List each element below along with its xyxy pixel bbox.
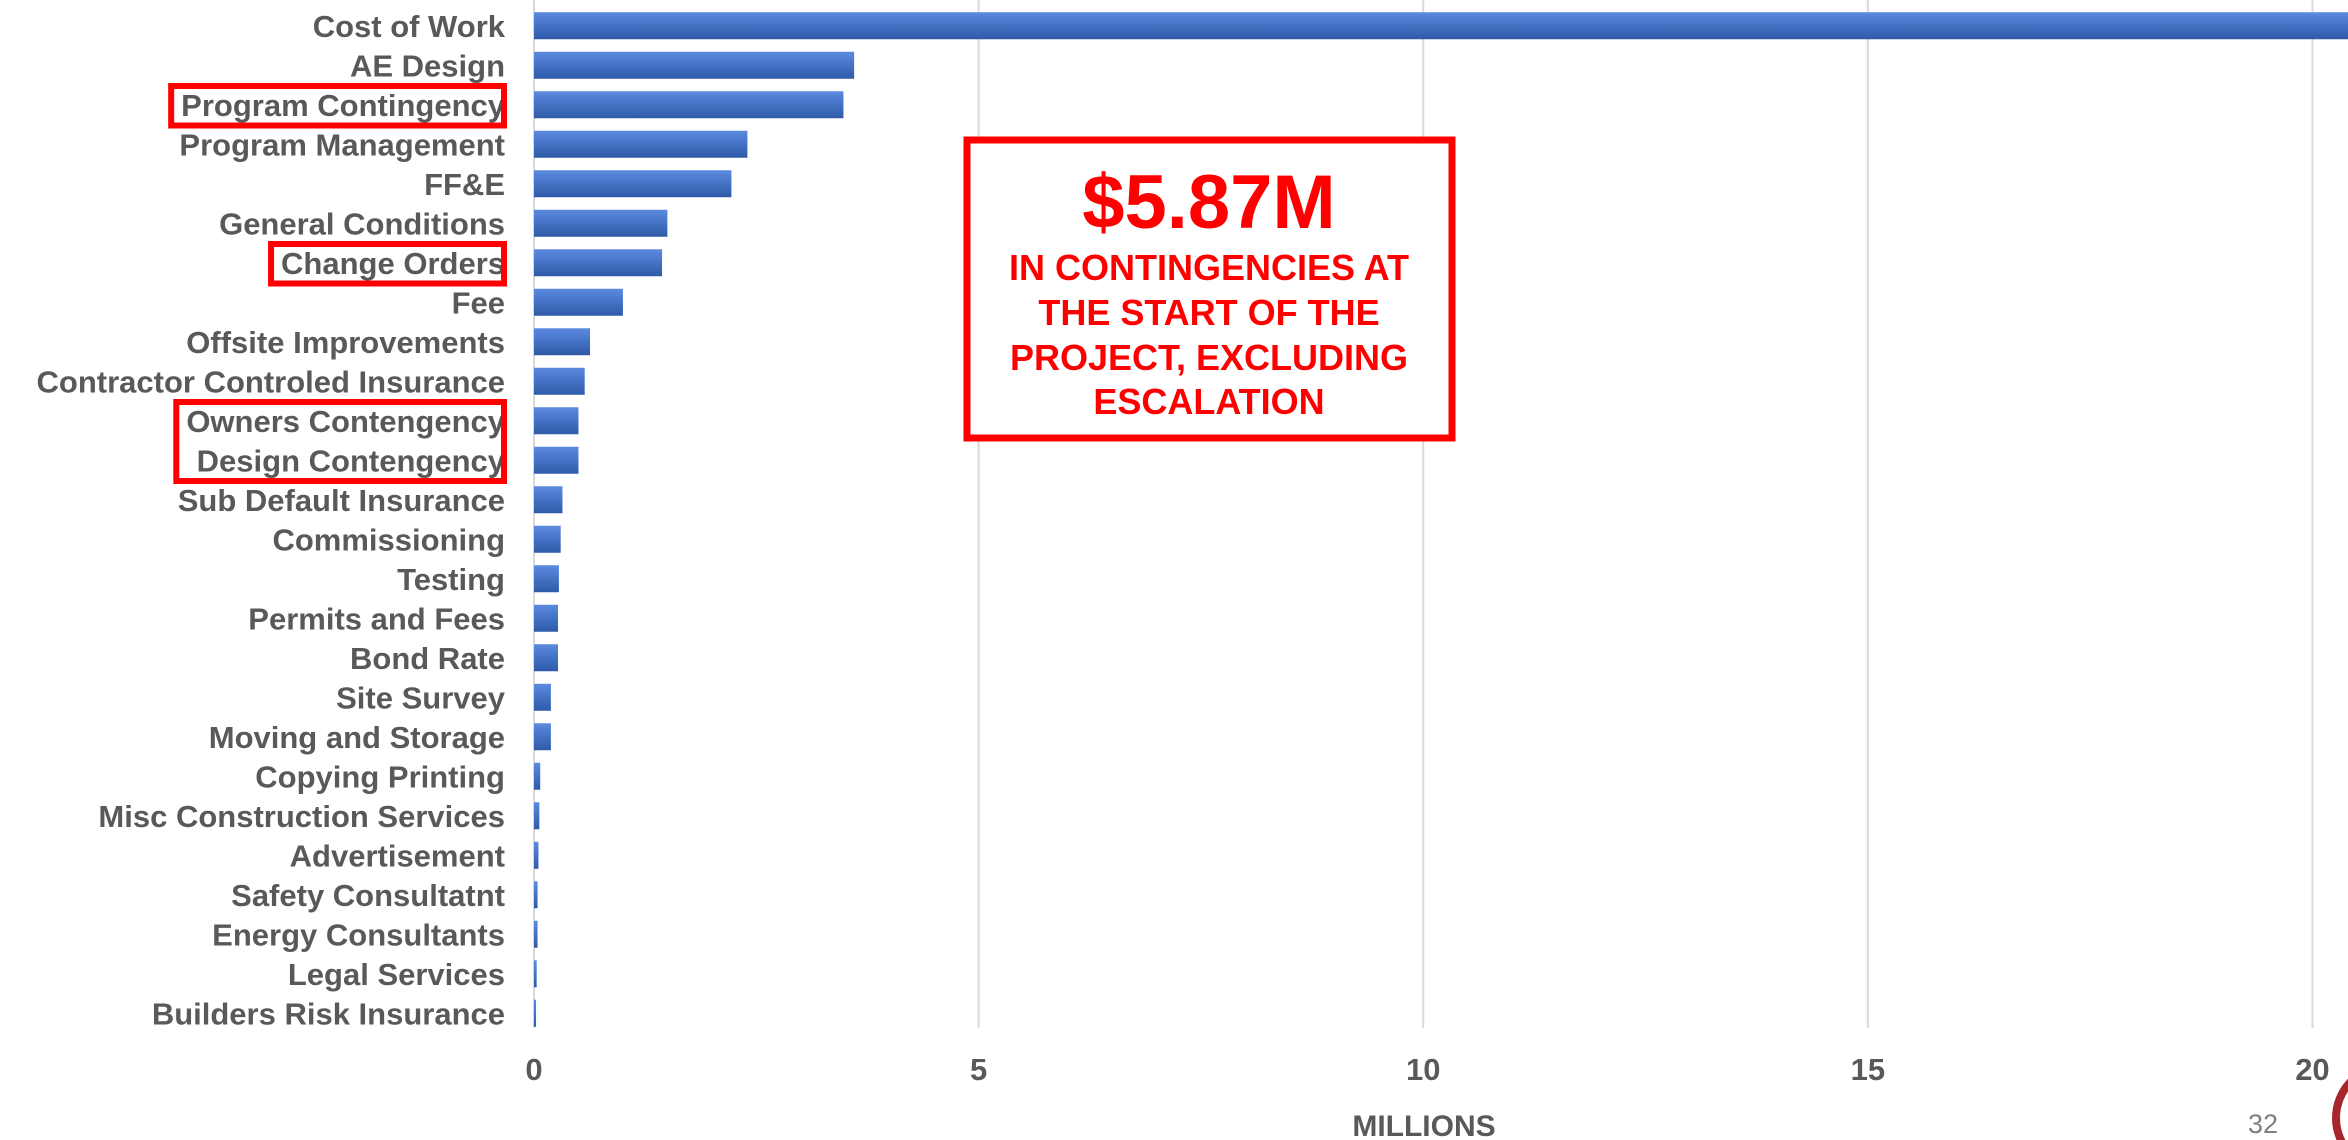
category-label-24: Legal Services (288, 957, 505, 992)
x-tick-label-2: 10 (1406, 1052, 1440, 1087)
bar-1 (534, 51, 855, 79)
x-tick-label-4: 20 (2295, 1052, 2329, 1087)
bar-10 (534, 407, 579, 435)
category-label-4: FF&E (424, 167, 505, 202)
category-label-17: Site Survey (336, 680, 506, 715)
highlight-box-2 (173, 399, 507, 484)
bar-24 (534, 960, 537, 988)
bar-15 (534, 604, 559, 632)
bar-7 (534, 288, 623, 316)
category-label-11: Design Contengency (197, 443, 506, 478)
category-label-7: Fee (452, 285, 505, 320)
category-label-25: Builders Risk Insurance (152, 996, 505, 1031)
category-label-15: Permits and Fees (248, 601, 505, 636)
x-tick-label-3: 15 (1851, 1052, 1885, 1087)
bar-25 (534, 999, 536, 1027)
callout-headline: $5.87M (1082, 160, 1336, 245)
category-labels: Cost of Work AE Design Program Contingency… (37, 9, 506, 1032)
category-label-22: Safety Consultatnt (231, 878, 505, 913)
category-label-1: AE Design (350, 48, 505, 83)
bar-20 (534, 802, 540, 830)
category-label-8: Offsite Improvements (186, 325, 505, 360)
bar-21 (534, 841, 539, 869)
x-tick-labels: 0 5 10 15 20 (525, 1052, 2329, 1087)
category-label-20: Misc Construction Services (98, 799, 505, 834)
x-tick-label-1: 5 (970, 1052, 987, 1087)
bar-11 (534, 446, 579, 474)
contingency-callout: $5.87M IN CONTINGENCIES AT THE START OF … (963, 136, 1456, 442)
page-number: 32 (2248, 1109, 2278, 1139)
bar-17 (534, 683, 551, 711)
bars (534, 12, 2348, 1027)
bar-12 (534, 486, 563, 514)
category-label-10: Owners Contengency (186, 404, 505, 439)
callout-line-4: ESCALATION (1093, 381, 1324, 422)
highlight-boxes (168, 83, 507, 484)
callout-line-2: THE START OF THE (1038, 292, 1379, 333)
category-label-9: Contractor Controled Insurance (37, 364, 506, 399)
callout-box (963, 136, 1456, 442)
bar-16 (534, 644, 559, 672)
bar-13 (534, 525, 561, 553)
bar-3 (534, 130, 748, 158)
category-label-18: Moving and Storage (209, 720, 505, 755)
x-axis-title: MILLIONS (1352, 1110, 1495, 1140)
callout-line-1: IN CONTINGENCIES AT (1009, 247, 1409, 288)
callout-line-3: PROJECT, EXCLUDING (1010, 337, 1408, 378)
bar-23 (534, 920, 538, 948)
bar-9 (534, 367, 585, 395)
bar-19 (534, 762, 541, 790)
bar-14 (534, 565, 559, 593)
bar-0 (534, 12, 2348, 40)
corner-logo-mark (2332, 1078, 2348, 1140)
highlight-box-0 (168, 83, 507, 129)
bar-22 (534, 881, 538, 909)
category-label-5: General Conditions (219, 206, 505, 241)
bar-8 (534, 328, 591, 356)
category-label-16: Bond Rate (350, 641, 505, 676)
bar-2 (534, 91, 844, 119)
x-tick-label-0: 0 (525, 1052, 542, 1087)
category-label-0: Cost of Work (313, 9, 506, 44)
category-label-6: Change Orders (281, 246, 505, 281)
category-label-13: Commissioning (272, 522, 505, 557)
category-label-23: Energy Consultants (212, 917, 505, 952)
highlight-box-1 (268, 241, 507, 287)
bar-6 (534, 249, 663, 277)
category-label-3: Program Management (179, 127, 505, 162)
category-label-14: Testing (397, 562, 505, 597)
category-label-12: Sub Default Insurance (178, 483, 505, 518)
bar-18 (534, 723, 551, 751)
category-label-2: Program Contingency (181, 88, 506, 123)
category-label-21: Advertisement (290, 838, 505, 873)
category-label-19: Copying Printing (255, 759, 505, 794)
bar-5 (534, 209, 668, 237)
bar-4 (534, 170, 732, 198)
